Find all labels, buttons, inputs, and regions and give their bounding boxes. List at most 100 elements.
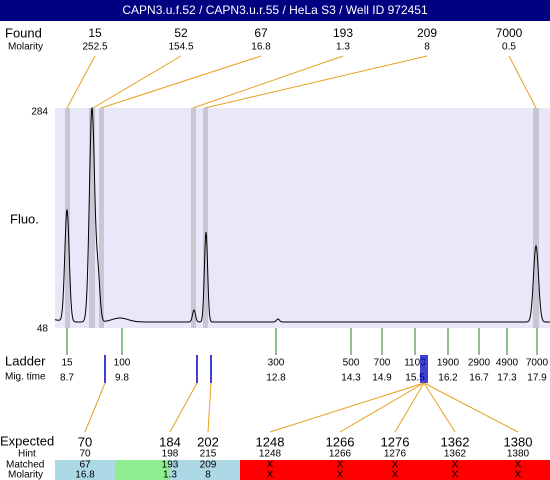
cell-bg bbox=[240, 460, 550, 480]
expected-size: 1266 bbox=[326, 434, 355, 449]
connector bbox=[192, 55, 344, 109]
found-size: 15 bbox=[88, 26, 102, 40]
hint: 1266 bbox=[329, 449, 352, 460]
matched: X bbox=[452, 460, 459, 471]
found-size: 193 bbox=[333, 26, 353, 40]
ladder-size: 100 bbox=[114, 358, 131, 369]
found-molarity: 154.5 bbox=[168, 42, 193, 53]
ladder-time: 14.3 bbox=[341, 373, 361, 384]
cell-bg bbox=[170, 460, 240, 480]
expected-size: 202 bbox=[197, 434, 219, 449]
connector bbox=[207, 382, 212, 433]
matched: 67 bbox=[79, 460, 91, 471]
molarity: 8 bbox=[205, 470, 211, 480]
peak-band bbox=[191, 108, 196, 328]
molarity: 1.3 bbox=[163, 470, 177, 480]
cell-bg bbox=[115, 460, 170, 480]
cell-bg bbox=[55, 460, 115, 480]
found-molarity: 8 bbox=[424, 42, 430, 53]
expected-molarity-label: Molarity bbox=[8, 470, 43, 480]
hint: 1380 bbox=[507, 449, 530, 460]
mig-time-label: Mig. time bbox=[5, 372, 46, 383]
ladder-size: 700 bbox=[374, 358, 391, 369]
connector bbox=[169, 382, 198, 433]
connector bbox=[92, 55, 182, 109]
peak-band bbox=[203, 108, 208, 328]
connector bbox=[66, 55, 96, 109]
ladder-time: 14.9 bbox=[372, 373, 392, 384]
connector bbox=[423, 382, 456, 433]
expected-size: 1248 bbox=[256, 434, 285, 449]
connector bbox=[84, 382, 106, 433]
matched: 193 bbox=[162, 460, 179, 471]
found-size: 209 bbox=[417, 26, 437, 40]
ladder-time: 17.3 bbox=[497, 373, 517, 384]
matched: X bbox=[392, 460, 399, 471]
ladder-time: 16.2 bbox=[438, 373, 458, 384]
molarity: X bbox=[392, 470, 399, 480]
hint-label: Hint bbox=[18, 449, 36, 460]
molarity: X bbox=[452, 470, 459, 480]
found-molarity: 16.8 bbox=[251, 42, 271, 53]
found-molarity: 0.5 bbox=[502, 42, 516, 53]
expected-size: 184 bbox=[159, 434, 181, 449]
plot-area bbox=[55, 108, 550, 328]
peak-band bbox=[533, 108, 539, 328]
expected-size: 1362 bbox=[441, 434, 470, 449]
expected-size: 70 bbox=[78, 434, 92, 449]
hint: 70 bbox=[79, 449, 91, 460]
y-top-label: 284 bbox=[31, 107, 48, 118]
found-size: 67 bbox=[254, 26, 268, 40]
matched: 209 bbox=[200, 460, 217, 471]
molarity: X bbox=[515, 470, 522, 480]
expected-label: Expected bbox=[0, 433, 54, 448]
ladder-size: 300 bbox=[268, 358, 285, 369]
matched-label: Matched bbox=[6, 460, 44, 471]
trace bbox=[54, 107, 550, 323]
ladder-time: 8.7 bbox=[60, 373, 74, 384]
ladder-size: 15 bbox=[61, 358, 73, 369]
ladder-time: 12.8 bbox=[266, 373, 286, 384]
found-molarity-label: Molarity bbox=[8, 42, 43, 53]
ladder-size: 1900 bbox=[437, 358, 460, 369]
ladder-size: 7000 bbox=[526, 358, 549, 369]
molarity: X bbox=[267, 470, 274, 480]
hint: 1248 bbox=[259, 449, 282, 460]
found-size: 52 bbox=[174, 26, 188, 40]
ladder-time: 17.9 bbox=[527, 373, 547, 384]
ladder-size: 2900 bbox=[468, 358, 491, 369]
ladder-size: 1100 bbox=[404, 358, 426, 369]
hint: 198 bbox=[162, 449, 179, 460]
peak-band bbox=[99, 108, 104, 328]
matched: X bbox=[515, 460, 522, 471]
found-size: 7000 bbox=[496, 26, 523, 40]
ladder-size: 4900 bbox=[496, 358, 519, 369]
ladder-time: 16.7 bbox=[469, 373, 489, 384]
connector bbox=[100, 55, 262, 109]
y-axis-label: Fluo. bbox=[10, 211, 39, 226]
title: CAPN3.u.f.52 / CAPN3.u.r.55 / HeLa S3 / … bbox=[122, 3, 428, 17]
ladder-label: Ladder bbox=[5, 353, 46, 368]
ladder-time: 15.5 bbox=[405, 373, 425, 384]
connector bbox=[394, 382, 425, 433]
hint: 1276 bbox=[384, 449, 407, 460]
found-molarity: 252.5 bbox=[82, 42, 107, 53]
molarity: X bbox=[337, 470, 344, 480]
connector bbox=[508, 55, 537, 109]
connector bbox=[423, 382, 519, 433]
matched: X bbox=[337, 460, 344, 471]
found-label: Found bbox=[5, 25, 42, 40]
hint: 1362 bbox=[444, 449, 467, 460]
ladder-size: 500 bbox=[343, 358, 360, 369]
connector bbox=[269, 382, 425, 433]
ladder-time: 9.8 bbox=[115, 373, 129, 384]
expected-size: 1380 bbox=[504, 434, 533, 449]
y-bottom-label: 48 bbox=[37, 324, 49, 335]
connector bbox=[204, 55, 428, 109]
title-bar bbox=[0, 0, 550, 21]
connector bbox=[339, 382, 425, 433]
peak-band bbox=[89, 108, 95, 328]
matched: X bbox=[267, 460, 274, 471]
hint: 215 bbox=[200, 449, 217, 460]
